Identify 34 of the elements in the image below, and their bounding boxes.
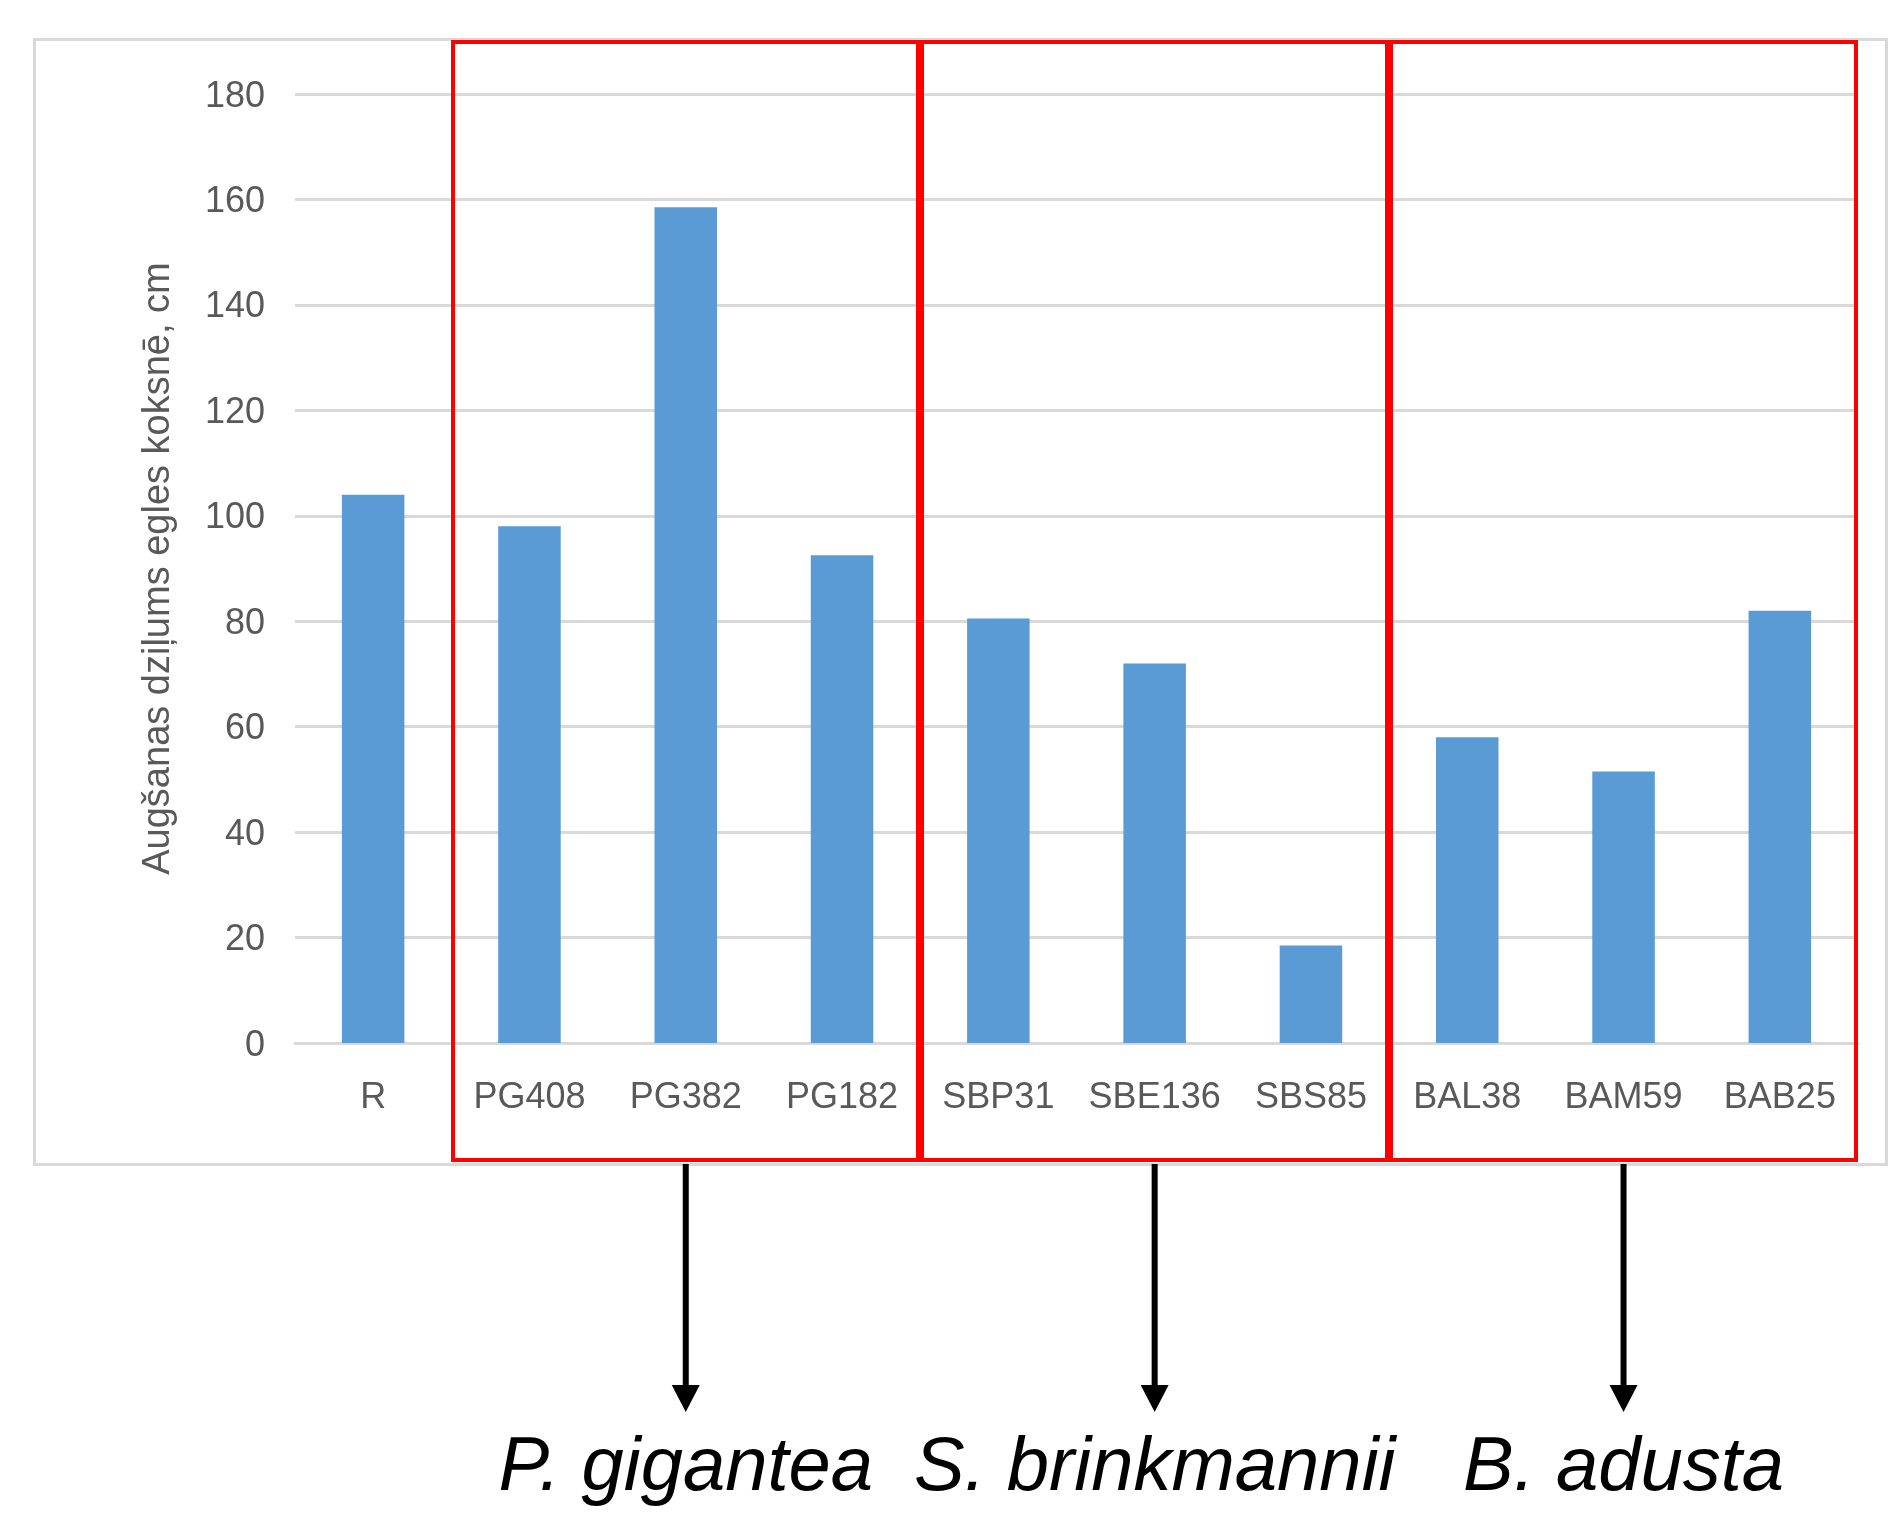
bar [1123,663,1186,1043]
y-tick-label: 160 [204,178,265,220]
y-tick-label: 80 [224,600,265,642]
y-tick-label: 120 [204,389,265,431]
text: P. gigantea [498,1420,874,1507]
bar [1748,610,1812,1043]
bar [810,555,874,1043]
y-axis-title: Augšanas dziļums egles koksnē, cm [135,262,177,875]
x-tick-label: SBE136 [1088,1074,1221,1116]
bar [967,618,1030,1043]
x-tick-label: BAL38 [1413,1074,1522,1116]
text: S. brinkmannii [913,1420,1396,1507]
y-tick-label: 20 [224,917,265,959]
x-tick-label: BAM59 [1564,1074,1683,1116]
x-tick-label: PG408 [473,1074,586,1116]
y-tick-label: 0 [244,1022,265,1064]
bar [498,526,561,1043]
x-tick-label: R [360,1074,387,1116]
y-tick-label: 100 [204,495,265,537]
y-tick-label: 180 [204,73,265,115]
bar [1592,771,1655,1043]
y-tick-label: 60 [224,706,265,748]
text: B. adusta [1462,1420,1785,1507]
x-tick-label: PG182 [786,1074,899,1116]
bar [1435,737,1499,1043]
y-tick-label: 140 [204,284,265,326]
bar [1279,945,1343,1043]
x-tick-label: SBS85 [1254,1074,1367,1116]
bar [341,494,405,1043]
y-tick-label: 40 [224,811,265,853]
x-tick-label: SBP31 [942,1074,1055,1116]
x-tick-label: BAB25 [1723,1074,1836,1116]
x-tick-label: PG382 [629,1074,742,1116]
bar [654,207,718,1043]
